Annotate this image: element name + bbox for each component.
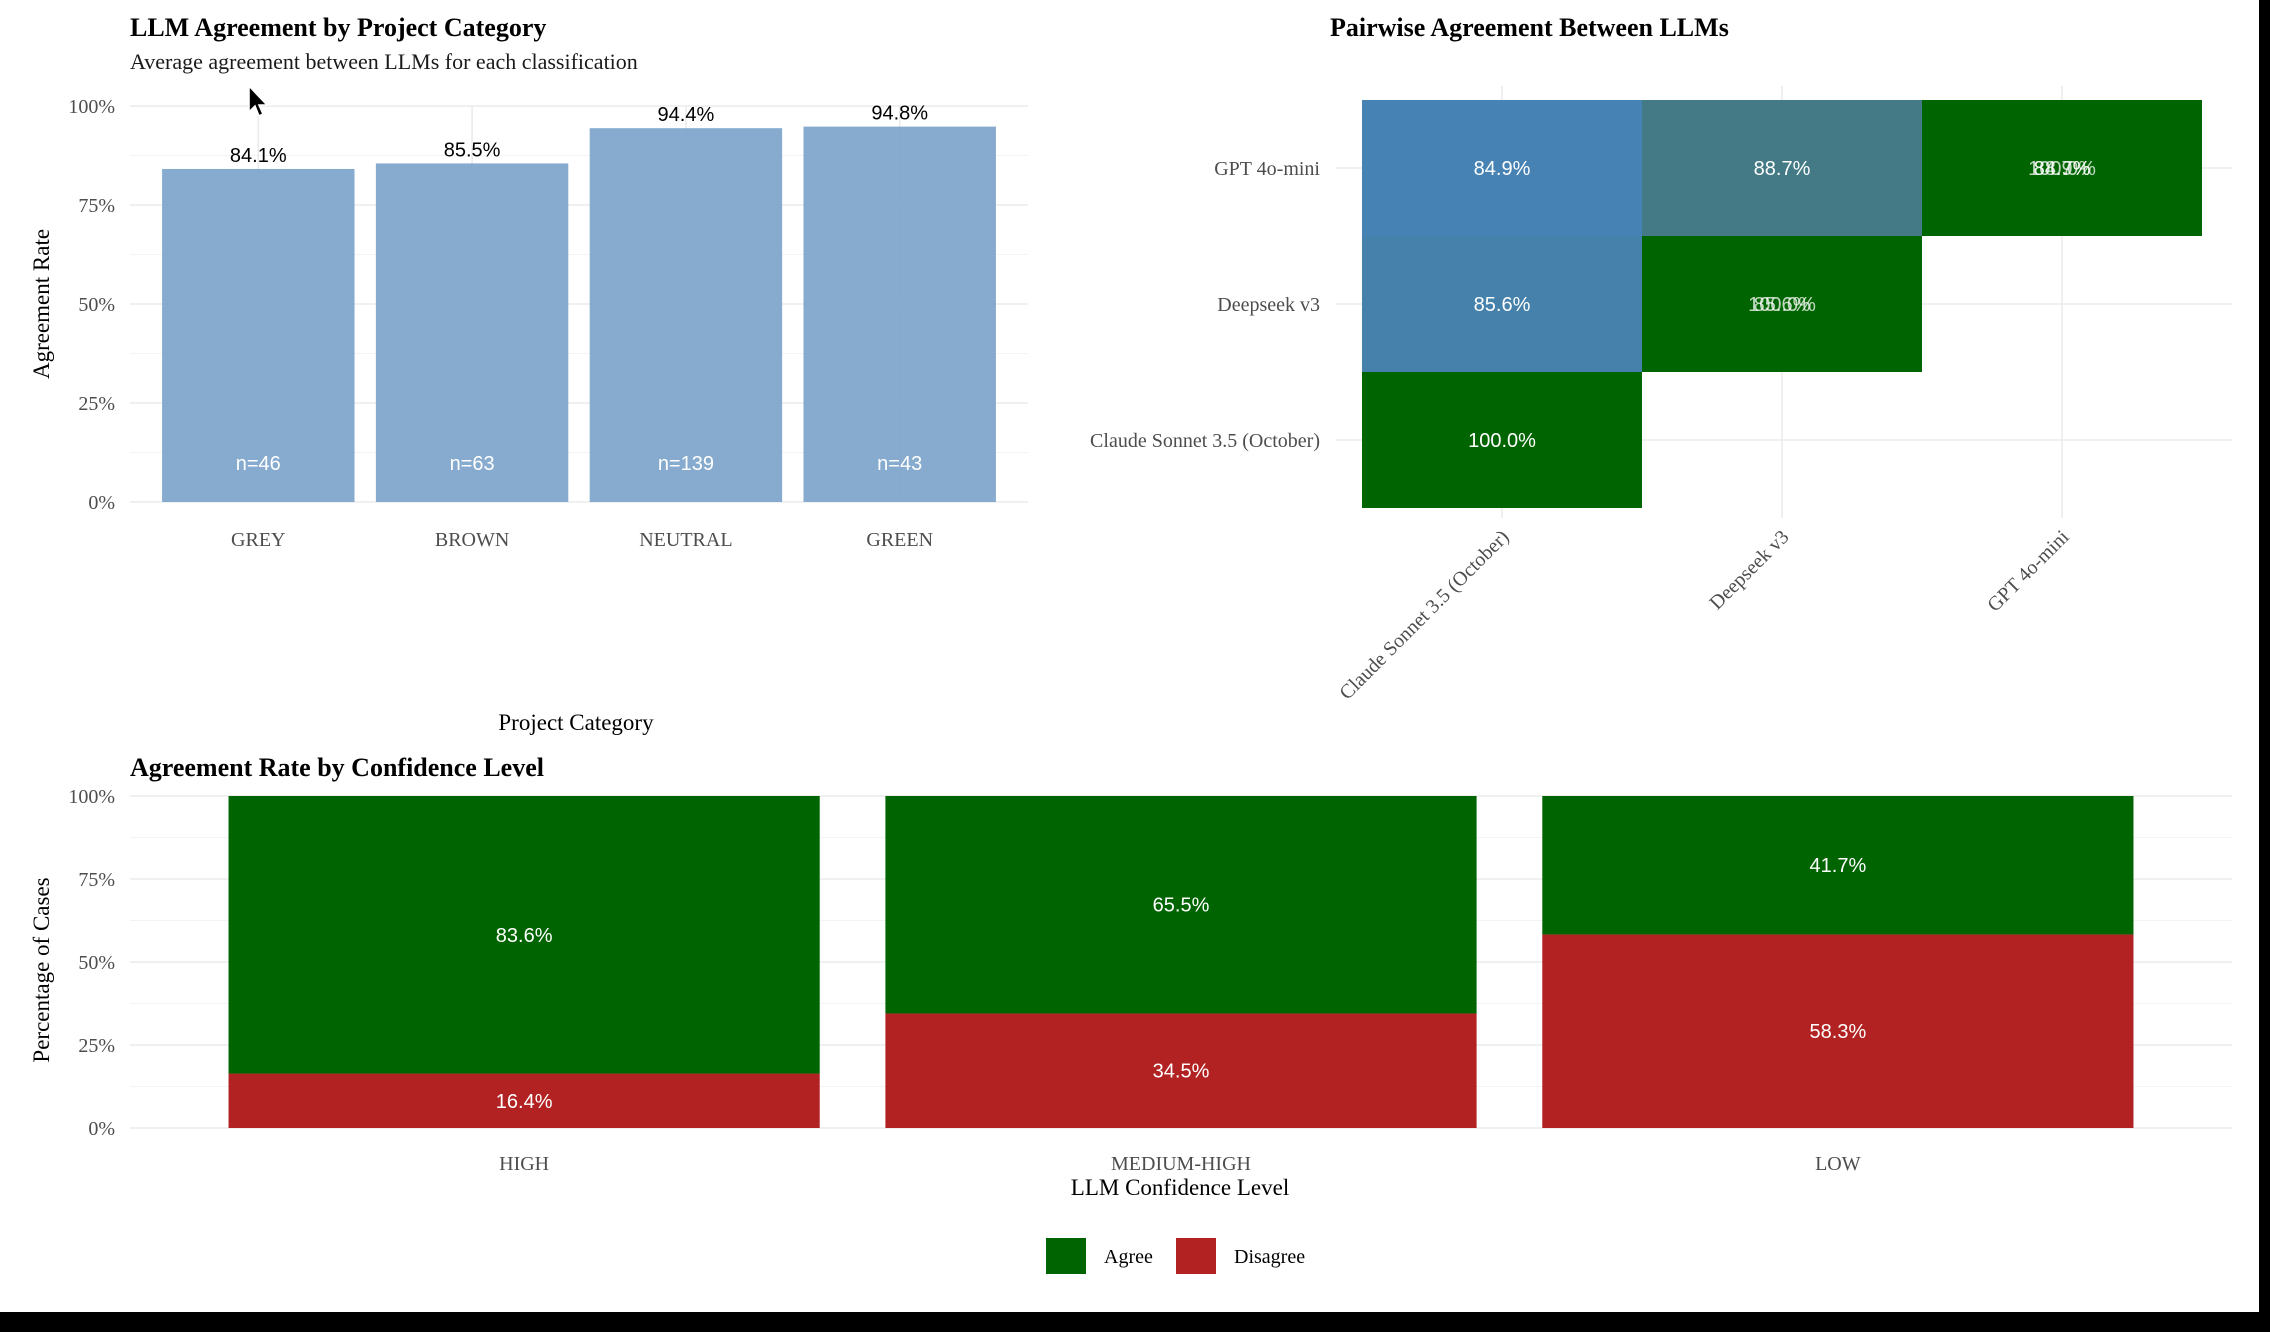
y-tick-label: Deepseek v3 (1217, 294, 1320, 316)
y-tick-label: GPT 4o-mini (1214, 158, 1320, 180)
bar-green (803, 126, 996, 502)
x-tick-label: LOW (1815, 1153, 1861, 1175)
agreement-by-confidence-panel: Agreement Rate by Confidence Level 0% 25%… (29, 753, 2232, 1274)
x-tick-label: GREEN (866, 529, 933, 551)
bar-low-disagree (1542, 934, 2134, 1128)
legend-swatch-agree (1046, 1238, 1086, 1274)
legend-label-disagree: Disagree (1234, 1246, 1305, 1268)
y-tick-label: 0% (88, 1118, 115, 1140)
x-tick-label: BROWN (435, 529, 509, 551)
bar-grey (162, 168, 355, 503)
confidence-legend: Agree Disagree (1046, 1238, 1305, 1274)
heatmap-cell-claude-sonnet-3-5-october-gpt-4o-mini (1362, 100, 1642, 236)
x-tick-label: HIGH (499, 1153, 549, 1175)
heatmap-cell-gpt-4o-mini-gpt-4o-mini (1922, 100, 2202, 236)
heatmap-cell-deepseek-v3-deepseek-v3 (1642, 236, 1922, 372)
category-chart-subtitle: Average agreement between LLMs for each … (130, 49, 638, 74)
bar-value-label: 84.1% (230, 145, 287, 167)
bar-value-label: 94.4% (658, 104, 715, 126)
segment-value-label: 83.6% (496, 925, 553, 947)
y-tick-label: 25% (78, 1035, 115, 1057)
pairwise-chart-title: Pairwise Agreement Between LLMs (1330, 13, 1729, 42)
y-tick-label: 100% (68, 96, 115, 118)
heatmap-value-label: 85.6% (1474, 294, 1531, 316)
bar-value-label: 94.8% (871, 103, 928, 125)
heatmap-value-label: 88.7% (2034, 158, 2091, 180)
bar-high-agree (228, 796, 820, 1074)
heatmap-cell-deepseek-v3-gpt-4o-mini (1642, 100, 1922, 236)
segment-value-label: 34.5% (1153, 1061, 1210, 1083)
category-y-axis-title: Agreement Rate (29, 229, 54, 379)
bar-value-label: 85.5% (444, 139, 501, 161)
bar-medium-high-disagree (885, 1013, 1477, 1128)
x-tick-label: NEUTRAL (639, 529, 732, 551)
heatmap-value-label: 100.0% (1468, 430, 1536, 452)
x-tick-label: Deepseek v3 (1705, 526, 1793, 614)
category-chart-title: LLM Agreement by Project Category (130, 13, 546, 42)
y-tick-label: 25% (78, 393, 115, 415)
bar-neutral (589, 128, 783, 502)
pairwise-agreement-panel: Pairwise Agreement Between LLMs 100.0%85… (1090, 13, 2232, 704)
legend-swatch-disagree (1176, 1238, 1216, 1274)
segment-value-label: 41.7% (1810, 855, 1867, 877)
y-tick-label: 50% (78, 952, 115, 974)
segment-value-label: 58.3% (1810, 1021, 1867, 1043)
legend-label-agree: Agree (1104, 1246, 1153, 1268)
agreement-by-category-panel: LLM Agreement by Project Category Averag… (29, 13, 1028, 735)
heatmap-value-label: 100.0% (2028, 158, 2096, 180)
y-tick-label: Claude Sonnet 3.5 (October) (1090, 430, 1320, 452)
heatmap-value-label: 88.7% (1754, 158, 1811, 180)
bar-count-label: n=43 (877, 453, 922, 475)
heatmap-value-label: 85.6% (1754, 294, 1811, 316)
heatmap-value-label: 84.9% (2034, 158, 2091, 180)
bar-medium-high-agree (885, 796, 1477, 1014)
category-x-axis-title: Project Category (498, 710, 654, 735)
x-tick-label: Claude Sonnet 3.5 (October) (1335, 526, 1513, 704)
bar-count-label: n=139 (658, 453, 714, 475)
segment-value-label: 65.5% (1153, 895, 1210, 917)
heatmap-value-label: 84.9% (1474, 158, 1531, 180)
bar-high-disagree (228, 1073, 820, 1128)
confidence-y-axis-title: Percentage of Cases (29, 877, 54, 1062)
confidence-x-axis-title: LLM Confidence Level (1071, 1175, 1289, 1200)
bar-low-agree (1542, 796, 2134, 935)
heatmap-cell-claude-sonnet-3-5-october-claude-sonnet-3-5-october (1362, 372, 1642, 508)
x-tick-label: GPT 4o-mini (1983, 526, 2074, 617)
bar-count-label: n=46 (236, 453, 281, 475)
confidence-chart-title: Agreement Rate by Confidence Level (130, 753, 544, 782)
y-tick-label: 50% (78, 294, 115, 316)
x-tick-label: MEDIUM-HIGH (1111, 1153, 1251, 1175)
bar-brown (375, 163, 569, 503)
heatmap-value-label: 100.0% (1748, 294, 1816, 316)
segment-value-label: 16.4% (496, 1091, 553, 1113)
y-tick-label: 0% (88, 492, 115, 514)
y-tick-label: 100% (68, 786, 115, 808)
y-tick-label: 75% (78, 195, 115, 217)
bar-count-label: n=63 (450, 453, 495, 475)
heatmap-cell-claude-sonnet-3-5-october-deepseek-v3 (1362, 236, 1642, 372)
y-tick-label: 75% (78, 869, 115, 891)
mouse-cursor-icon (248, 83, 269, 118)
x-tick-label: GREY (231, 529, 285, 551)
